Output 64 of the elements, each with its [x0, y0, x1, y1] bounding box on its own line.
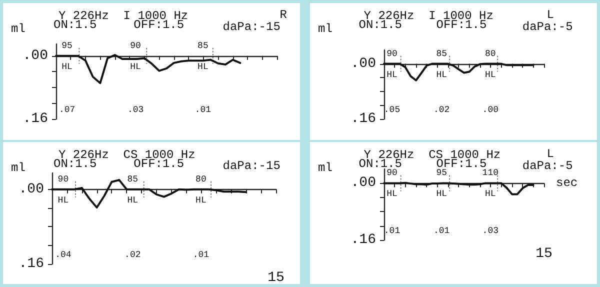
annotation: HL	[62, 62, 72, 72]
annotation: .03	[127, 105, 144, 115]
annotation: HL	[196, 195, 206, 206]
y-tick-label: .16	[18, 256, 44, 272]
x-axis-title: sec	[556, 176, 578, 190]
annotation: 95	[62, 40, 72, 51]
annotation: HL	[436, 189, 448, 200]
line-series	[383, 182, 534, 196]
text: daPa:-15	[222, 20, 280, 34]
line-series	[383, 62, 534, 82]
annotation: HL	[58, 195, 69, 206]
annotation: .04	[55, 250, 72, 260]
annotation: .02	[124, 250, 141, 260]
y-axis-title: ml	[11, 22, 26, 36]
annotation: .01	[384, 226, 400, 236]
chart-subtitle: L	[546, 147, 554, 161]
annotation: .01	[192, 250, 210, 260]
line-series	[55, 54, 242, 84]
annotation: 90	[58, 174, 69, 184]
annotation: .07	[58, 105, 76, 115]
annotation: HL	[386, 70, 398, 80]
annotation: 90	[386, 168, 398, 178]
annotation: 90	[386, 48, 398, 59]
text: OFF:1.5	[134, 157, 184, 171]
annotation: 90	[130, 40, 141, 51]
y-tick-label: .16	[350, 111, 376, 127]
text: daPa:-15	[222, 159, 280, 173]
annotation: HL	[130, 62, 141, 72]
annotation: HL	[484, 189, 496, 200]
annotation: 110	[482, 168, 498, 178]
annotation: .01	[194, 105, 212, 115]
y-tick-label: .00	[22, 48, 48, 64]
chart-subtitle: L	[546, 8, 554, 22]
annotation: .01	[434, 226, 450, 236]
annotation: daPa:-5	[522, 159, 573, 173]
text: 15	[268, 270, 284, 286]
y-tick-label: .16	[350, 232, 376, 248]
annotation: HL	[386, 189, 398, 200]
annotation: .03	[482, 226, 498, 236]
annotation: .02	[434, 105, 450, 115]
annotation: HL	[198, 62, 208, 72]
y-axis-title: ml	[11, 161, 26, 175]
annotation: 85	[436, 48, 448, 59]
y-tick-label: .00	[350, 56, 376, 72]
annotation: 80	[196, 174, 206, 184]
annotation: 80	[484, 48, 496, 59]
annotation: HL	[127, 195, 138, 206]
y-tick-label: .00	[18, 181, 44, 198]
text: OFF:1.5	[134, 18, 184, 32]
annotation: HL	[436, 70, 448, 80]
text: 15	[536, 246, 552, 262]
annotation: .05	[384, 105, 400, 115]
annotation: 95	[436, 168, 448, 178]
y-tick-label: .00	[350, 175, 376, 192]
annotation: 85	[198, 40, 208, 51]
chart-subtitle: R	[280, 8, 287, 22]
text: OFF:1.5	[436, 18, 487, 32]
annotation: .00	[482, 105, 498, 115]
annotation: 85	[127, 174, 138, 184]
text: daPa:-5	[522, 20, 573, 34]
y-axis-title: ml	[318, 22, 332, 36]
annotation: HL	[484, 70, 496, 80]
y-axis-title: ml	[318, 161, 332, 175]
y-tick-label: .16	[22, 111, 48, 127]
